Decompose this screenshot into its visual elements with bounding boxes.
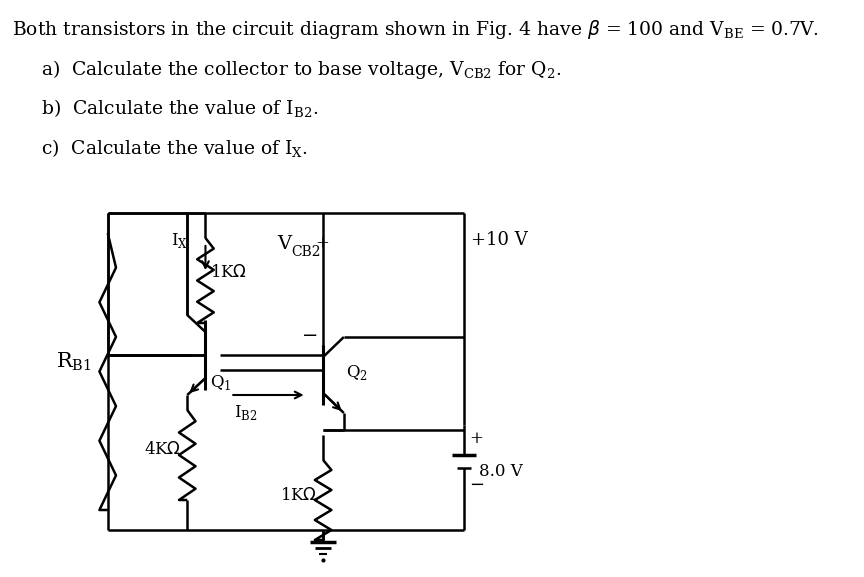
Text: b)  Calculate the value of I$_{\mathregular{B2}}$.: b) Calculate the value of I$_{\mathregul… [41, 98, 319, 120]
Text: I$_{\mathregular{X}}$: I$_{\mathregular{X}}$ [171, 231, 187, 250]
Text: −: − [302, 327, 319, 345]
Text: +10 V: +10 V [471, 231, 527, 249]
Text: +: + [469, 430, 483, 447]
Text: c)  Calculate the value of I$_{\mathregular{X}}$.: c) Calculate the value of I$_{\mathregul… [41, 138, 308, 160]
Text: 8.0 V: 8.0 V [479, 463, 523, 480]
Text: I$_{\mathregular{B2}}$: I$_{\mathregular{B2}}$ [234, 403, 257, 422]
Text: 1K$\Omega$: 1K$\Omega$ [280, 486, 317, 504]
Text: 4K$\Omega$: 4K$\Omega$ [144, 441, 181, 459]
Text: 1K$\Omega$: 1K$\Omega$ [211, 264, 248, 281]
Text: Q$_{\mathregular{1}}$: Q$_{\mathregular{1}}$ [210, 373, 232, 392]
Text: −: − [469, 476, 484, 494]
Text: +: + [314, 235, 328, 252]
Text: a)  Calculate the collector to base voltage, V$_{\mathregular{CB2}}$ for Q$_{\ma: a) Calculate the collector to base volta… [41, 58, 562, 81]
Text: R$_{\mathregular{B1}}$: R$_{\mathregular{B1}}$ [56, 350, 92, 373]
Text: CB2: CB2 [292, 245, 321, 259]
Text: Both transistors in the circuit diagram shown in Fig. 4 have $\beta$ = 100 and V: Both transistors in the circuit diagram … [11, 18, 818, 41]
Text: V: V [277, 235, 292, 253]
Text: Q$_{\mathregular{2}}$: Q$_{\mathregular{2}}$ [346, 363, 368, 382]
